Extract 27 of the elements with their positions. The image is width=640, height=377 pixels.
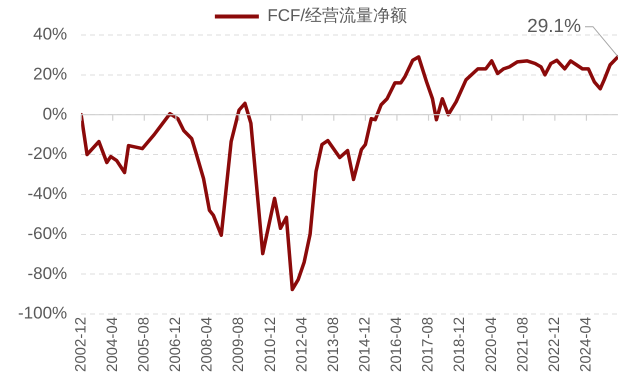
y-tick-label: 20% bbox=[33, 64, 68, 84]
y-tick-label: -100% bbox=[18, 304, 68, 323]
x-tick-label: 2022-12 bbox=[546, 316, 563, 372]
y-tick-label: -80% bbox=[27, 264, 68, 283]
x-tick-label: 2013-08 bbox=[324, 316, 342, 372]
x-tick-label: 2017-08 bbox=[420, 316, 437, 372]
legend-label: FCF/经营流量净额 bbox=[267, 6, 408, 26]
x-tick-label: 2024-04 bbox=[578, 316, 595, 372]
y-tick-label: 0% bbox=[42, 104, 68, 124]
x-tick-label: 2009-08 bbox=[230, 316, 248, 372]
x-tick-label: 2004-04 bbox=[104, 316, 121, 372]
y-tick-label: 40% bbox=[33, 24, 68, 44]
y-tick-label: -60% bbox=[27, 224, 68, 243]
x-tick-label: 2021-08 bbox=[514, 316, 532, 372]
x-tick-label: 2020-04 bbox=[482, 316, 500, 372]
x-tick-label: 2016-04 bbox=[388, 316, 406, 372]
y-tick-label: -20% bbox=[27, 144, 68, 164]
x-tick-label: 2008-04 bbox=[198, 316, 216, 372]
x-tick-label: 2010-12 bbox=[262, 316, 279, 372]
x-tick-label: 2018-12 bbox=[451, 316, 468, 372]
y-tick-label: -40% bbox=[27, 184, 68, 204]
x-tick-label: 2012-04 bbox=[293, 316, 310, 372]
x-tick-label: 2005-08 bbox=[135, 316, 152, 372]
x-tick-label: 2014-12 bbox=[356, 316, 374, 372]
x-tick-label: 2006-12 bbox=[167, 316, 184, 372]
x-tick-label: 2002-12 bbox=[72, 316, 90, 372]
annotation: 29.1% bbox=[527, 16, 582, 37]
